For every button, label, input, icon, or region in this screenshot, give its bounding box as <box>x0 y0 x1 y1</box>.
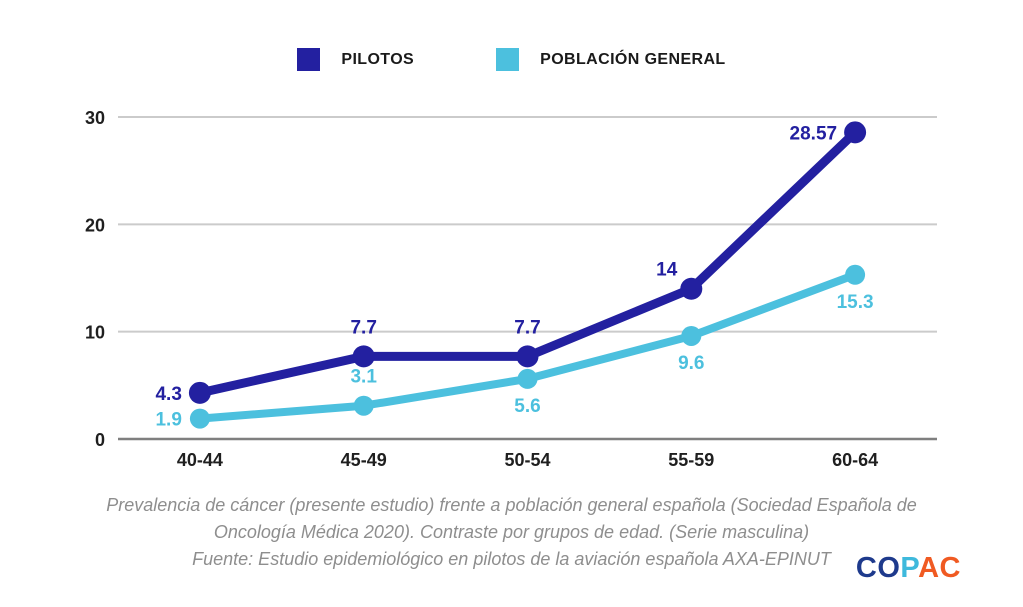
legend-label-poblacion-general: POBLACIÓN GENERAL <box>540 50 726 68</box>
y-axis-tick-label: 10 <box>85 323 105 343</box>
x-axis-labels: 40-44 45-49 50-54 55-59 60-64 <box>177 450 878 470</box>
data-point-label-pilotos: 14 <box>656 260 678 281</box>
legend: PILOTOS POBLACIÓN GENERAL <box>0 48 1023 71</box>
series-poblacion-general: 1.9 3.1 5.6 9.6 15.3 <box>155 264 874 431</box>
data-point-label-poblacion-general: 3.1 <box>350 367 377 388</box>
data-point-label-pilotos: 28.57 <box>790 123 838 144</box>
data-point-poblacion-general <box>517 368 538 389</box>
gridlines: 0 10 20 30 <box>85 108 937 450</box>
data-point-pilotos <box>352 345 375 368</box>
data-point-label-poblacion-general: 9.6 <box>678 353 704 374</box>
legend-item-pilotos: PILOTOS <box>297 48 414 71</box>
data-point-pilotos <box>188 381 211 404</box>
legend-swatch-pilotos <box>297 48 321 71</box>
copac-logo: COPAC <box>856 552 961 585</box>
caption: Prevalencia de cáncer (presente estudio)… <box>0 492 1023 573</box>
y-axis-tick-label: 30 <box>85 108 105 128</box>
y-axis-tick-label: 0 <box>95 430 105 450</box>
data-point-label-poblacion-general: 5.6 <box>514 396 540 417</box>
data-point-label-pilotos: 4.3 <box>155 384 181 405</box>
data-point-label-pilotos: 7.7 <box>514 317 540 338</box>
y-axis-tick-label: 20 <box>85 215 105 235</box>
data-point-pilotos <box>516 345 539 368</box>
logo-part-p: P <box>900 552 919 584</box>
series-pilotos: 4.3 7.7 7.7 14 28.57 <box>155 121 867 405</box>
caption-line-1: Prevalencia de cáncer (presente estudio)… <box>106 495 917 515</box>
data-point-pilotos <box>844 121 867 144</box>
data-point-label-poblacion-general: 15.3 <box>837 292 874 313</box>
caption-line-2: Oncología Médica 2020). Contraste por gr… <box>213 522 810 542</box>
data-point-poblacion-general <box>681 325 702 346</box>
caption-line-3: Fuente: Estudio epidemiológico en piloto… <box>192 549 831 569</box>
data-point-poblacion-general <box>189 408 210 429</box>
x-axis-category-label: 50-54 <box>504 450 550 470</box>
data-point-label-pilotos: 7.7 <box>350 317 376 338</box>
data-point-label-poblacion-general: 1.9 <box>155 410 181 431</box>
line-chart: 0 10 20 30 40-44 45-49 50-54 55-59 60-64 1.9 3.1 5.… <box>85 108 937 470</box>
logo-part-co: CO <box>855 552 901 584</box>
data-point-pilotos <box>680 277 703 300</box>
x-axis-category-label: 55-59 <box>668 450 714 470</box>
chart-canvas: 0 10 20 30 40-44 45-49 50-54 55-59 60-64 1.9 3.1 5.… <box>85 108 937 470</box>
legend-item-poblacion-general: POBLACIÓN GENERAL <box>496 48 725 71</box>
data-point-poblacion-general <box>353 395 374 416</box>
legend-swatch-poblacion-general <box>496 48 520 71</box>
logo-part-ac: AC <box>918 552 961 584</box>
legend-label-pilotos: PILOTOS <box>341 50 415 68</box>
x-axis-category-label: 40-44 <box>177 450 223 470</box>
data-point-poblacion-general <box>845 264 866 285</box>
x-axis-category-label: 45-49 <box>341 450 387 470</box>
x-axis-category-label: 60-64 <box>832 450 878 470</box>
